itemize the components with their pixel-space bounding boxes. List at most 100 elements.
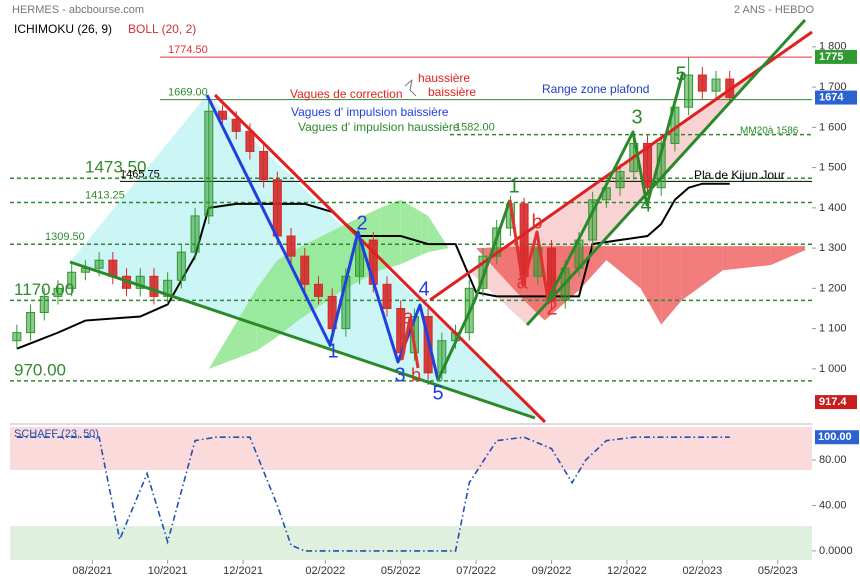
y-tick-label: 1 000 bbox=[819, 363, 847, 375]
annotation: baissière bbox=[428, 85, 476, 99]
x-tick-label: 05/2022 bbox=[381, 565, 421, 577]
annotation: 3 bbox=[631, 106, 642, 128]
period: 2 ANS - HEBDO bbox=[734, 4, 815, 16]
level-label: 1465.75 bbox=[120, 168, 160, 180]
candle-body bbox=[313, 283, 323, 297]
candle-body bbox=[176, 251, 186, 281]
candle-body bbox=[547, 247, 557, 301]
x-tick-label: 07/2022 bbox=[456, 565, 496, 577]
cloud-segment bbox=[400, 199, 422, 265]
level-label: 1669.00 bbox=[168, 86, 208, 98]
x-tick-label: 05/2023 bbox=[758, 565, 798, 577]
price-tag bbox=[815, 49, 857, 64]
price-tag-label: 917.4 bbox=[819, 396, 847, 408]
annotation: b bbox=[531, 211, 542, 233]
x-tick-label: 12/2021 bbox=[223, 565, 263, 577]
source: HERMES - abcbourse.com bbox=[12, 4, 144, 16]
annotation: 2 bbox=[356, 212, 367, 234]
trend-line bbox=[525, 18, 807, 327]
price-tag-label: 1674 bbox=[819, 91, 844, 103]
annotation: 5 bbox=[675, 63, 686, 85]
annotation: 3 bbox=[394, 364, 405, 386]
candle-body bbox=[697, 74, 707, 92]
candle-body bbox=[53, 287, 63, 297]
level-label: 1413.25 bbox=[85, 189, 125, 201]
levels bbox=[10, 56, 812, 382]
candle-body bbox=[300, 255, 310, 285]
level-label: 1170.00 bbox=[14, 280, 74, 299]
candle-body bbox=[259, 150, 269, 181]
x-tick-label: 09/2022 bbox=[532, 565, 572, 577]
annotation: Range zone plafond bbox=[542, 82, 649, 96]
candle-body bbox=[94, 259, 104, 269]
annotation: 1 bbox=[327, 340, 338, 362]
candle-body bbox=[39, 295, 49, 314]
kijun bbox=[16, 182, 730, 350]
candle-body bbox=[67, 271, 77, 289]
candle-body bbox=[149, 275, 159, 297]
annotation: b bbox=[411, 365, 421, 385]
annotation: haussière bbox=[418, 71, 470, 85]
price-tag bbox=[815, 90, 857, 105]
price-tag-label: 100.00 bbox=[818, 431, 852, 443]
candle-body bbox=[478, 255, 488, 289]
y-tick-label: 40.00 bbox=[819, 499, 847, 511]
price-tag-label: 1775 bbox=[819, 51, 843, 63]
overbought-zone bbox=[10, 427, 812, 470]
candle-body bbox=[382, 283, 392, 309]
candle-body bbox=[684, 74, 694, 108]
candle-body bbox=[135, 275, 145, 289]
y-tick-label: 1 400 bbox=[819, 202, 847, 214]
x-tick-label: 02/2022 bbox=[305, 565, 345, 577]
annotation: MM20à 1586 bbox=[740, 126, 799, 137]
panel-title: SCHAFF (23, 50) bbox=[14, 428, 99, 440]
annotation: 2 bbox=[546, 297, 557, 319]
y-tick-label: 1 100 bbox=[819, 323, 847, 335]
y-tick-label: 80.00 bbox=[819, 454, 847, 466]
wave-line bbox=[400, 316, 420, 369]
trend-line bbox=[429, 30, 813, 302]
y-tick-label: 1 700 bbox=[819, 81, 847, 93]
trend-line bbox=[213, 93, 547, 424]
y-tick-label: 1 200 bbox=[819, 282, 847, 294]
y-tick-label: 1 800 bbox=[819, 41, 847, 53]
y-tick-label: 0.0000 bbox=[819, 545, 853, 557]
annotation: 4 bbox=[418, 278, 429, 300]
cloud-segment bbox=[208, 288, 257, 369]
wave-line bbox=[546, 71, 685, 301]
candle-body bbox=[327, 295, 337, 330]
level-label: 1473.50 bbox=[85, 158, 146, 177]
wave-line bbox=[436, 199, 512, 381]
x-tick-label: 02/2023 bbox=[682, 565, 722, 577]
cloud-segment bbox=[640, 246, 662, 325]
candle-body bbox=[26, 312, 36, 334]
y-tick-label: 1 300 bbox=[819, 242, 847, 254]
price-tag bbox=[815, 395, 857, 410]
price-tag bbox=[815, 430, 859, 445]
candle-body bbox=[231, 118, 241, 132]
level-label: 1582.00 bbox=[455, 121, 495, 133]
annotation: a bbox=[402, 306, 414, 328]
labels: HERMES - abcbourse.com 2 ANS - HEBDO ICH… bbox=[12, 4, 857, 410]
x-tick-label: 10/2021 bbox=[148, 565, 188, 577]
cloud-segment bbox=[297, 223, 346, 321]
cloud-segment bbox=[661, 246, 682, 325]
candle-body bbox=[190, 215, 200, 253]
cloud-segment bbox=[606, 246, 641, 289]
cloud-segment bbox=[256, 260, 278, 351]
annotation: Vagues d' impulsion haussière bbox=[298, 120, 460, 134]
candle-body bbox=[204, 110, 214, 217]
schaff-panel: SCHAFF (23, 50) 80.00 40.00 0.0000 08/2021 1… bbox=[10, 423, 859, 577]
oversold-zone bbox=[10, 526, 812, 560]
candle-body bbox=[711, 78, 721, 92]
indicator: BOLL (20, 2) bbox=[128, 22, 196, 36]
wave-line bbox=[205, 94, 440, 381]
annotation: Pla de Kijun Jour bbox=[694, 168, 785, 182]
candle-body bbox=[615, 171, 625, 189]
trend-line bbox=[69, 260, 536, 420]
wave-line bbox=[508, 199, 550, 301]
annotation: Vagues de correction bbox=[290, 87, 403, 101]
cloud-segment bbox=[421, 211, 429, 255]
